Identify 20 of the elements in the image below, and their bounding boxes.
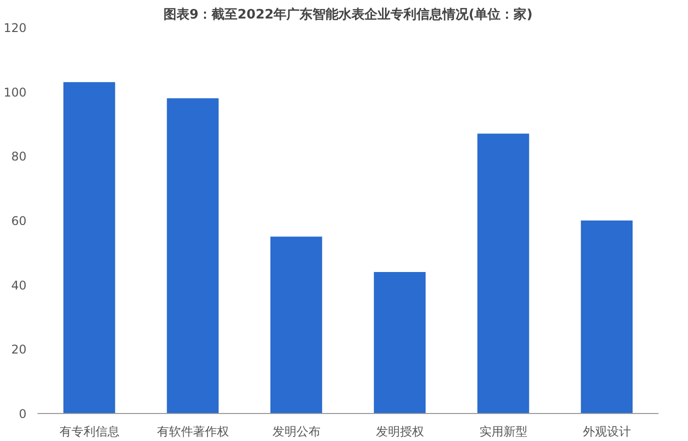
bar: [374, 272, 426, 414]
bar: [166, 98, 219, 414]
bar: [270, 236, 322, 414]
y-tick-label: 40: [11, 278, 27, 292]
y-tick-label: 120: [4, 21, 26, 35]
x-tick-label: 实用新型: [479, 424, 528, 438]
bar: [63, 82, 116, 414]
y-tick-label: 0: [18, 407, 27, 421]
x-tick-label: 发明公布: [272, 424, 320, 438]
y-tick-label: 20: [11, 342, 27, 357]
x-tick-label: 外观设计: [582, 424, 631, 438]
y-tick-label: 100: [4, 85, 26, 100]
chart-title: 图表9：截至2022年广东智能水表企业专利信息情况(单位：家): [163, 6, 533, 22]
x-tick-label: 发明授权: [376, 424, 424, 438]
x-tick-label: 有专利信息: [59, 424, 120, 438]
x-tick-label: 有软件著作权: [156, 424, 229, 438]
y-tick-label: 60: [11, 214, 27, 228]
bar: [580, 220, 633, 414]
bar: [477, 134, 530, 414]
y-tick-label: 80: [11, 150, 27, 164]
